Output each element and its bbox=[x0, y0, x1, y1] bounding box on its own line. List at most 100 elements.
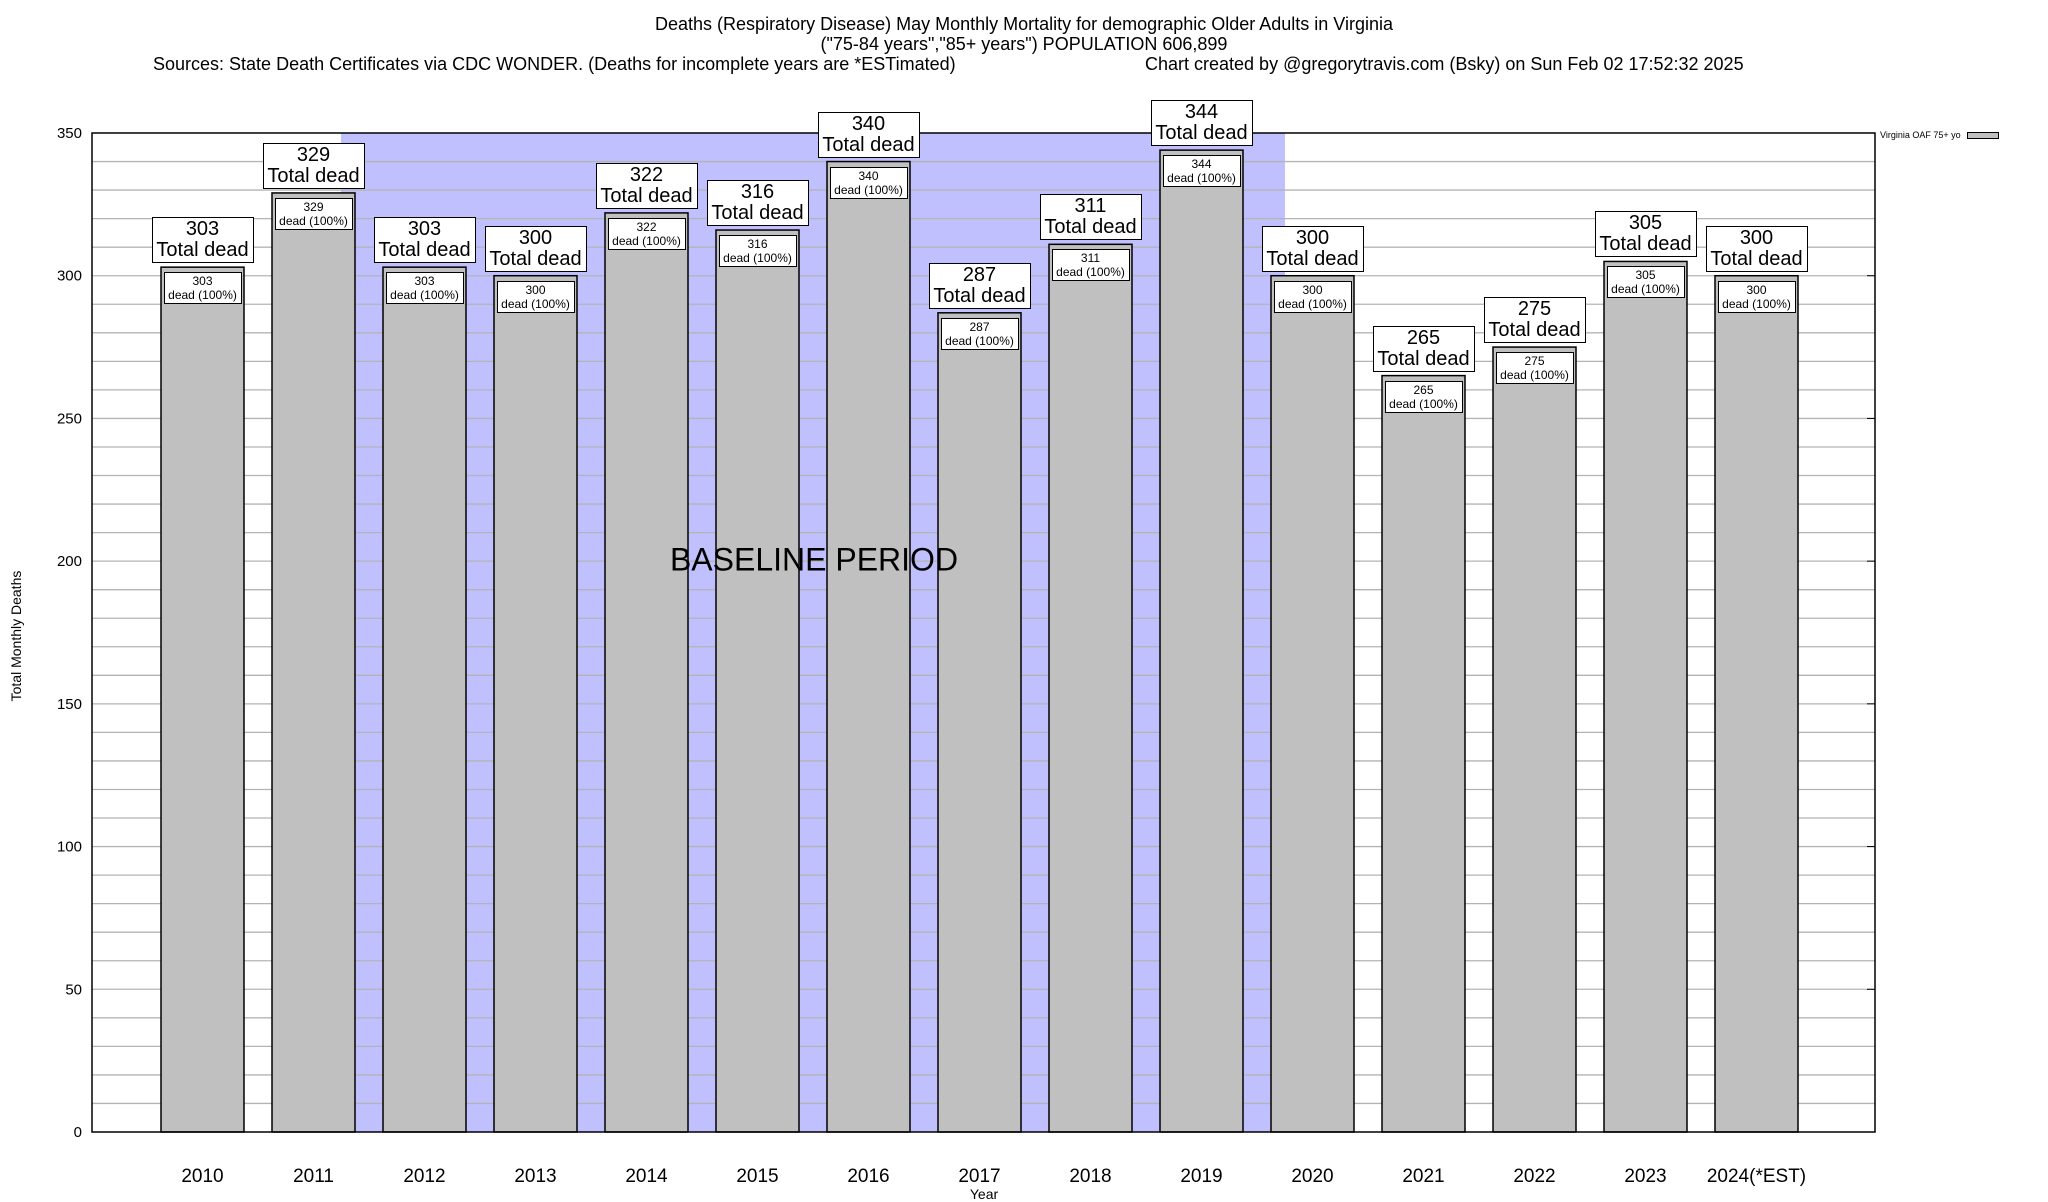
total-value: 344 bbox=[1184, 101, 1219, 124]
bar-total-label: 265 Total dead bbox=[1372, 325, 1475, 372]
total-text: Total dead bbox=[933, 284, 1026, 307]
bar-inner-label: 329 dead (100%) bbox=[274, 197, 353, 230]
bar bbox=[1603, 260, 1688, 1133]
total-text: Total dead bbox=[822, 133, 915, 156]
y-tick-label: 250 bbox=[57, 410, 82, 427]
inner-suffix: dead (100%) bbox=[168, 288, 237, 303]
inner-suffix: dead (100%) bbox=[612, 233, 681, 248]
bar-inner-label: 322 dead (100%) bbox=[607, 217, 686, 250]
inner-suffix: dead (100%) bbox=[723, 251, 792, 266]
total-value: 300 bbox=[1295, 226, 1330, 249]
bar-total-label: 329 Total dead bbox=[262, 142, 365, 189]
bar-inner-label: 300 dead (100%) bbox=[496, 280, 575, 313]
x-tick-label: 2016 bbox=[847, 1166, 889, 1187]
inner-suffix: dead (100%) bbox=[501, 296, 570, 311]
bar-inner-label: 300 dead (100%) bbox=[1273, 280, 1352, 313]
total-value: 300 bbox=[518, 226, 553, 249]
x-tick-label: 2011 bbox=[293, 1166, 334, 1187]
bar-total-label: 340 Total dead bbox=[817, 111, 920, 158]
y-tick-label: 100 bbox=[57, 839, 82, 856]
inner-suffix: dead (100%) bbox=[945, 333, 1014, 348]
x-tick-label: 2020 bbox=[1291, 1166, 1333, 1187]
x-tick-label: 2017 bbox=[958, 1166, 1000, 1187]
inner-suffix: dead (100%) bbox=[1722, 296, 1791, 311]
bar-total-label: 305 Total dead bbox=[1594, 211, 1697, 258]
bar-inner-label: 316 dead (100%) bbox=[718, 235, 797, 268]
bar-inner-label: 305 dead (100%) bbox=[1606, 266, 1685, 299]
y-tick-label: 350 bbox=[57, 125, 82, 142]
x-tick-label: 2018 bbox=[1069, 1166, 1111, 1187]
total-text: Total dead bbox=[489, 247, 582, 270]
total-text: Total dead bbox=[1710, 247, 1803, 270]
total-value: 287 bbox=[962, 263, 997, 286]
bar-inner-label: 311 dead (100%) bbox=[1051, 249, 1130, 282]
inner-value: 303 bbox=[414, 274, 435, 289]
y-tick-label: 200 bbox=[57, 553, 82, 570]
bar-total-label: 300 Total dead bbox=[484, 225, 587, 272]
inner-value: 287 bbox=[969, 319, 990, 334]
inner-value: 329 bbox=[303, 199, 324, 214]
credit-note: Chart created by @gregorytravis.com (Bsk… bbox=[1145, 54, 1744, 74]
legend-label: Virginia OAF 75+ yo bbox=[1880, 130, 1961, 140]
bar-inner-label: 344 dead (100%) bbox=[1162, 155, 1241, 188]
chart-subtitle: ("75-84 years","85+ years") POPULATION 6… bbox=[820, 34, 1228, 54]
total-text: Total dead bbox=[1488, 319, 1581, 342]
bar bbox=[937, 312, 1022, 1133]
bar bbox=[1714, 274, 1799, 1133]
total-value: 300 bbox=[1739, 226, 1774, 249]
inner-value: 300 bbox=[525, 282, 546, 297]
legend: Virginia OAF 75+ yo bbox=[1880, 130, 1999, 140]
y-tick-label: 50 bbox=[65, 981, 82, 998]
bar-total-label: 300 Total dead bbox=[1705, 225, 1808, 272]
x-tick-label: 2014 bbox=[625, 1166, 668, 1187]
inner-suffix: dead (100%) bbox=[1611, 282, 1680, 297]
bar-inner-label: 275 dead (100%) bbox=[1495, 352, 1574, 385]
bar-total-label: 287 Total dead bbox=[928, 262, 1031, 309]
total-text: Total dead bbox=[1044, 216, 1137, 239]
plot-frame bbox=[91, 132, 1876, 1133]
total-text: Total dead bbox=[267, 164, 360, 187]
bar bbox=[826, 160, 911, 1133]
y-tick-label: 300 bbox=[57, 268, 82, 285]
bar bbox=[493, 274, 578, 1133]
inner-value: 311 bbox=[1080, 251, 1101, 266]
total-text: Total dead bbox=[156, 239, 249, 262]
bar bbox=[1048, 243, 1133, 1133]
bar bbox=[1492, 346, 1577, 1133]
total-value: 329 bbox=[296, 143, 331, 166]
total-value: 303 bbox=[407, 218, 442, 241]
inner-suffix: dead (100%) bbox=[390, 288, 459, 303]
inner-suffix: dead (100%) bbox=[1056, 265, 1125, 280]
total-value: 275 bbox=[1517, 298, 1552, 321]
inner-value: 300 bbox=[1746, 282, 1767, 297]
bar-total-label: 316 Total dead bbox=[706, 180, 809, 227]
inner-value: 305 bbox=[1635, 268, 1656, 283]
inner-suffix: dead (100%) bbox=[834, 182, 903, 197]
bar bbox=[604, 212, 689, 1133]
bar-total-label: 303 Total dead bbox=[373, 217, 476, 264]
bar bbox=[271, 192, 356, 1133]
total-text: Total dead bbox=[711, 202, 804, 225]
total-value: 303 bbox=[185, 218, 220, 241]
inner-suffix: dead (100%) bbox=[1389, 396, 1458, 411]
x-tick-label: 2013 bbox=[514, 1166, 556, 1187]
total-value: 316 bbox=[740, 181, 775, 204]
total-value: 322 bbox=[629, 163, 664, 186]
inner-suffix: dead (100%) bbox=[1500, 368, 1569, 383]
bar-inner-label: 300 dead (100%) bbox=[1717, 280, 1796, 313]
y-axis-label: Total Monthly Deaths bbox=[8, 570, 24, 702]
bar bbox=[1159, 149, 1244, 1133]
bar-total-label: 344 Total dead bbox=[1150, 100, 1253, 147]
inner-value: 344 bbox=[1191, 157, 1212, 172]
bar-total-label: 311 Total dead bbox=[1039, 194, 1142, 241]
bar-total-label: 300 Total dead bbox=[1261, 225, 1364, 272]
chart-title: Deaths (Respiratory Disease) May Monthly… bbox=[655, 14, 1393, 34]
y-tick-label: 0 bbox=[74, 1124, 82, 1141]
bar-inner-label: 287 dead (100%) bbox=[940, 317, 1019, 350]
inner-suffix: dead (100%) bbox=[279, 213, 348, 228]
inner-suffix: dead (100%) bbox=[1167, 171, 1236, 186]
x-tick-label: 2019 bbox=[1180, 1166, 1222, 1187]
x-tick-label: 2015 bbox=[736, 1166, 778, 1187]
bar-total-label: 322 Total dead bbox=[595, 162, 698, 209]
